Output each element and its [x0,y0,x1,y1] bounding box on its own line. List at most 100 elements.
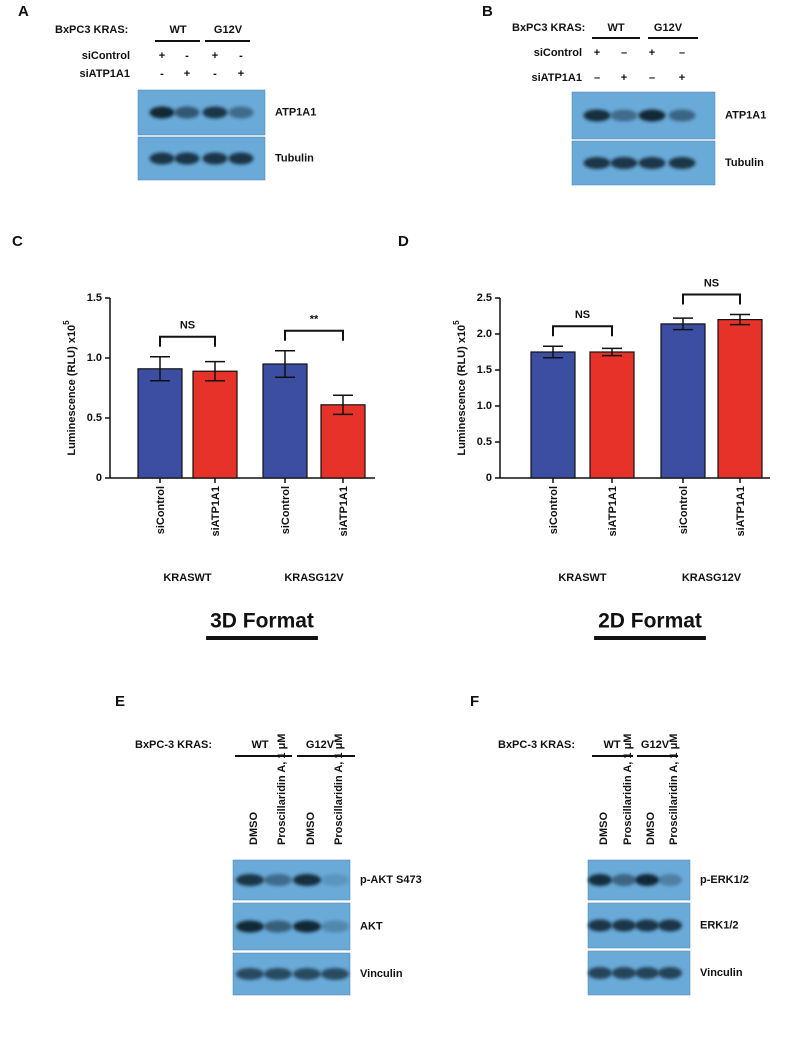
group-label: KRASG12V [682,572,742,584]
x-tick-label: siControl [678,486,690,534]
row-mark: - [239,50,243,62]
row-mark: + [679,72,685,84]
blot-band [658,874,682,886]
blot-band [149,106,175,119]
group-label: WT [607,22,624,34]
y-axis-label: Luminescence (RLU) x105 [62,320,78,456]
row-mark: - [160,68,164,80]
bar [717,319,763,479]
error-bar [730,313,750,326]
blot-band [588,919,612,932]
x-tick-label: siControl [155,486,167,534]
bar [530,351,576,479]
kras-header: BxPC-3 KRAS: [135,739,212,751]
blot-band [174,152,200,165]
blot-band [264,874,292,886]
blot-band [293,920,321,933]
blot-band [236,968,264,980]
y-tick-label: 1.0 [477,400,492,412]
lane-label: DMSO [305,812,317,845]
significance-bracket [552,325,613,337]
band-label: p-ERK1/2 [700,874,749,886]
blot-band [638,157,666,169]
format-title: 3D Format [210,610,314,633]
x-tick-label: siATP1A1 [210,486,222,537]
row-mark: – [679,47,685,59]
blot-band [228,152,254,165]
blot-band [236,920,264,933]
group-label: G12V [214,24,243,36]
x-tick-label: siControl [548,486,560,534]
blot-band [149,152,175,165]
panel-label: D [398,233,409,250]
blot-band [321,968,349,980]
row-label: siATP1A1 [79,68,130,80]
lane-label: Proscillaridin A, 1 μM [333,734,345,845]
panel-label: C [12,233,23,250]
band-label: ERK1/2 [700,919,739,931]
y-tick-label: 1.5 [477,364,492,376]
lane-label: Proscillaridin A, 1 μM [622,734,634,845]
band-label: Vinculin [700,967,743,979]
panel-label: B [482,3,493,20]
row-mark: + [184,68,190,80]
bar [137,368,183,479]
lane-label: DMSO [645,812,657,845]
blot-band [588,874,612,886]
row-label: siControl [534,47,582,59]
y-tick-label: 0 [96,472,102,484]
bar [192,370,238,479]
significance-label: NS [180,320,195,332]
blot-band [612,874,636,886]
row-mark: – [594,72,600,84]
row-mark: + [649,47,655,59]
y-tick-label: 1.5 [87,292,102,304]
bar [589,351,635,479]
y-tick-label: 0 [486,472,492,484]
band-label: p-AKT S473 [360,874,422,886]
y-label-exponent: 5 [62,320,71,325]
blot-band [610,109,638,122]
blot-band [635,967,659,979]
y-label-exponent: 5 [452,320,461,325]
blot-band [668,157,696,169]
row-label: siATP1A1 [531,72,582,84]
y-label-text: Luminescence (RLU) x10 [66,325,78,456]
blot-band [202,106,228,119]
significance-bracket [682,293,741,305]
row-mark: – [621,47,627,59]
x-tick-label: siControl [280,486,292,534]
blot-band [638,109,666,122]
group-label: WT [169,24,186,36]
blot-band [583,109,611,122]
group-label: G12V [306,739,335,751]
lane-label: Proscillaridin A, 1 μM [276,734,288,845]
kras-header: BxPC3 KRAS: [512,22,585,34]
y-tick-label: 0.5 [87,412,102,424]
group-label: WT [251,739,268,751]
y-tick-label: 0.5 [477,436,492,448]
group-label: KRASG12V [284,572,344,584]
group-label: G12V [654,22,683,34]
band-label: Tubulin [275,152,314,164]
kras-header: BxPC3 KRAS: [55,24,128,36]
error-bar [602,347,622,357]
lane-label: Proscillaridin A, 1 μM [668,734,680,845]
group-label: KRASWT [163,572,212,584]
y-label-text: Luminescence (RLU) x10 [456,325,468,456]
bar [660,323,706,479]
band-label: ATP1A1 [275,106,316,118]
blot-band [228,106,254,119]
blot-band [668,109,696,122]
row-label: siControl [82,50,130,62]
error-bar [150,356,170,382]
blot-band [202,152,228,165]
blot-band [612,919,636,932]
bar [320,404,366,479]
blot-band [264,968,292,980]
blot-band [610,157,638,169]
significance-bracket [284,329,344,341]
significance-label: ** [310,314,319,326]
y-tick-label: 1.0 [87,352,102,364]
